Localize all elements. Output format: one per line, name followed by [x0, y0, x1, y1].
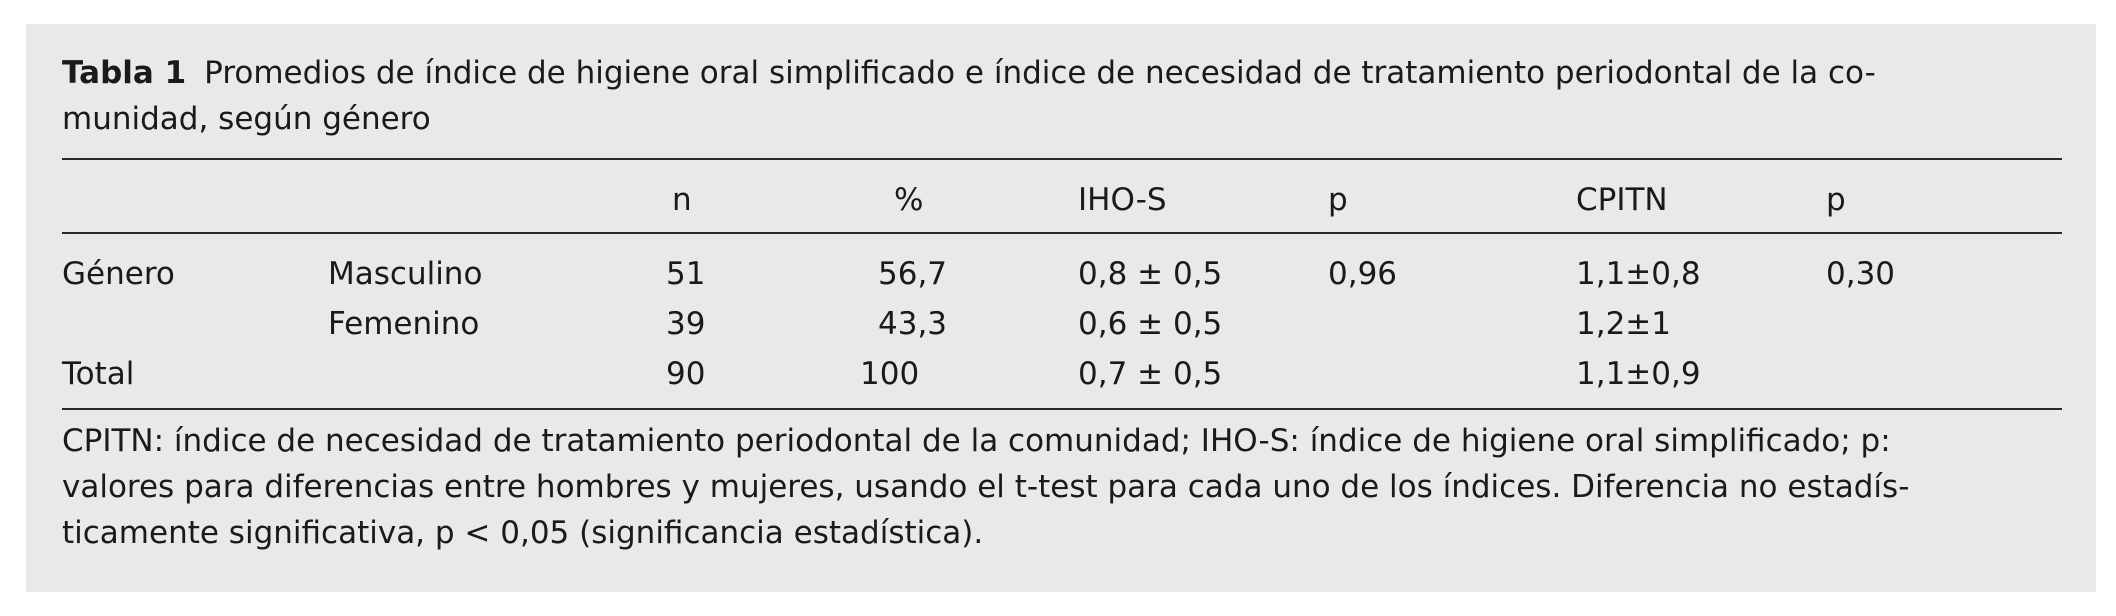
caption-title-part-2: munidad, según género	[62, 101, 431, 137]
cell-percent: 100	[860, 356, 920, 392]
header-percent: %	[894, 182, 924, 218]
table-bottom-rule	[62, 408, 2062, 410]
caption-title-part-1: Promedios de índice de higiene oral simp…	[204, 55, 1876, 91]
footnote-line: CPITN: índice de necesidad de tratamient…	[62, 423, 1891, 459]
cell-percent: 56,7	[878, 256, 948, 292]
header-rule	[62, 232, 2062, 234]
header-p-cpitn: p	[1826, 182, 1846, 218]
cell-iho-s: 0,8 ± 0,5	[1078, 256, 1223, 292]
caption-line-1: Tabla 1 Promedios de índice de higiene or…	[62, 50, 2062, 96]
header-cpitn: CPITN	[1576, 182, 1668, 218]
cell-cpitn: 1,1±0,8	[1576, 256, 1701, 292]
cell-cpitn: 1,1±0,9	[1576, 356, 1701, 392]
row-category: Masculino	[328, 256, 483, 292]
cell-iho-s: 0,7 ± 0,5	[1078, 356, 1223, 392]
table-label: Tabla 1	[62, 55, 187, 91]
cell-p-iho: 0,96	[1328, 256, 1398, 292]
cell-n: 90	[666, 356, 706, 392]
footnote-line: ticamente significativa, p < 0,05 (signi…	[62, 515, 984, 551]
cell-n: 39	[666, 306, 706, 342]
row-group-label: Género	[62, 256, 175, 292]
cell-n: 51	[666, 256, 706, 292]
cell-cpitn: 1,2±1	[1576, 306, 1671, 342]
table-panel: Tabla 1 Promedios de índice de higiene or…	[26, 24, 2096, 592]
row-total-label: Total	[62, 356, 135, 392]
header-n: n	[672, 182, 692, 218]
header-iho-s: IHO-S	[1078, 182, 1167, 218]
cell-percent: 43,3	[878, 306, 948, 342]
cell-p-cpitn: 0,30	[1826, 256, 1896, 292]
table-caption: Tabla 1 Promedios de índice de higiene or…	[62, 50, 2062, 142]
header-p-iho: p	[1328, 182, 1348, 218]
table-top-rule	[62, 158, 2062, 160]
cell-iho-s: 0,6 ± 0,5	[1078, 306, 1223, 342]
row-category: Femenino	[328, 306, 480, 342]
table-footnote: CPITN: índice de necesidad de tratamient…	[62, 418, 2062, 556]
footnote-line: valores para diferencias entre hombres y…	[62, 469, 1910, 505]
